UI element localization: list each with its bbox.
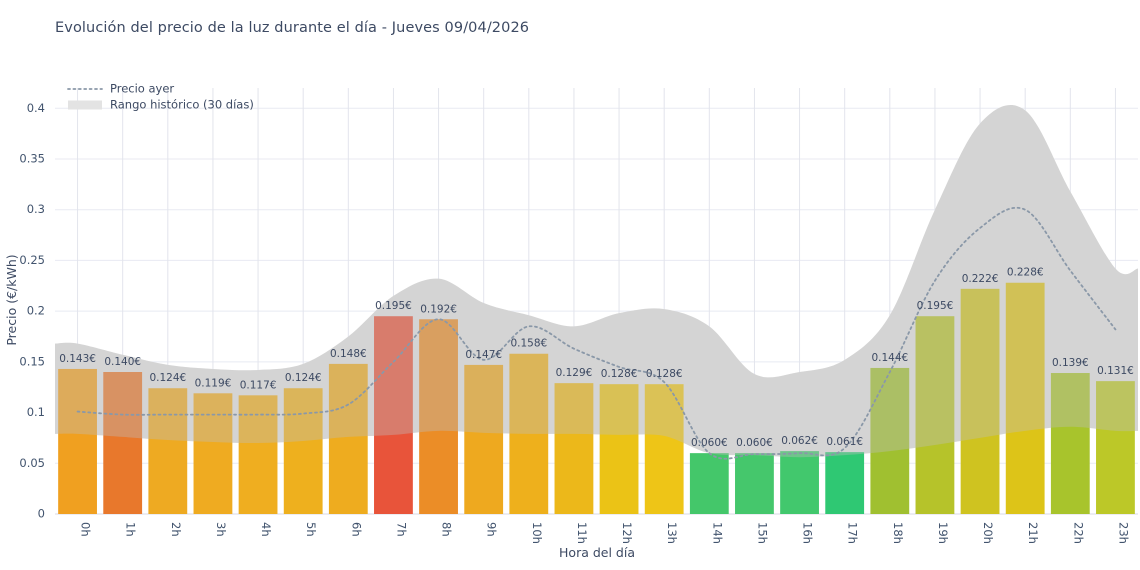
bar-value-label: 0.128€ — [646, 368, 683, 380]
bar[interactable] — [58, 368, 97, 514]
x-tick-label: 7h — [394, 522, 408, 537]
page-title: Evolución del precio de la luz durante e… — [55, 20, 530, 36]
x-tick-label: 2h — [169, 522, 183, 537]
x-tick-label: 3h — [214, 522, 228, 537]
x-axis-ticks: 0h 1h 2h 3h 4h 5h 6h 7h 8h 9h 10h 11h 12h 13h 14h 15h 16… — [79, 522, 1131, 544]
y-tick-label: 0.1 — [27, 405, 45, 419]
y-tick-label: 0.35 — [19, 152, 45, 166]
legend-marker-historical-band — [68, 100, 102, 110]
bar-value-label: 0.228€ — [1007, 267, 1044, 279]
yesterday-price-path — [76, 207, 1117, 460]
y-tick-label: 0.05 — [19, 456, 45, 470]
bar[interactable] — [554, 383, 594, 514]
bar[interactable] — [103, 372, 143, 514]
x-tick-label: 14h — [710, 522, 724, 544]
bar[interactable] — [1050, 373, 1090, 514]
y-axis-ticks: 0 0.05 0.1 0.15 0.2 0.25 0.3 0.35 0.4 — [19, 101, 45, 521]
bar-value-label: 0.062€ — [781, 435, 818, 447]
y-axis-title: Precio (€/kWh) — [4, 254, 19, 345]
x-tick-label: 19h — [936, 522, 950, 544]
bar-value-label: 0.144€ — [871, 352, 908, 364]
x-tick-label: 16h — [801, 522, 815, 544]
bar[interactable] — [599, 384, 639, 514]
price-bars — [58, 282, 1135, 514]
legend-item-label[interactable]: Precio ayer — [110, 82, 174, 96]
historical-range-band — [55, 105, 1138, 458]
historical-band-overlay — [55, 105, 1138, 458]
x-tick-label: 23h — [1116, 522, 1130, 544]
x-tick-label: 22h — [1071, 522, 1085, 544]
legend-item-label[interactable]: Rango histórico (30 días) — [110, 98, 254, 112]
y-tick-label: 0.3 — [27, 202, 45, 216]
bar[interactable] — [509, 353, 549, 514]
x-tick-label: 5h — [304, 522, 318, 537]
x-tick-label: 15h — [755, 522, 769, 544]
x-tick-label: 20h — [981, 522, 995, 544]
x-tick-label: 1h — [124, 522, 138, 537]
bar-value-label: 0.195€ — [917, 300, 954, 312]
bar-value-label: 0.192€ — [420, 303, 457, 315]
bar[interactable] — [825, 452, 865, 514]
x-tick-label: 4h — [259, 522, 273, 537]
bar[interactable] — [735, 453, 774, 514]
bar-value-label: 0.143€ — [59, 353, 96, 365]
bar-value-label: 0.140€ — [104, 356, 141, 368]
bar-value-label: 0.128€ — [601, 368, 638, 380]
x-tick-label: 13h — [665, 522, 679, 544]
y-tick-label: 0.25 — [19, 253, 45, 267]
bar-value-label: 0.129€ — [556, 367, 593, 379]
bar[interactable] — [644, 384, 684, 514]
bar-value-label: 0.131€ — [1097, 365, 1134, 377]
x-tick-label: 9h — [485, 522, 499, 537]
bar-value-label: 0.117€ — [240, 379, 277, 391]
bar-value-labels: 0.143€ 0.140€ 0.124€ 0.119€ 0.117€ 0.124€ 0.14… — [59, 267, 1134, 449]
x-tick-label: 0h — [79, 522, 93, 537]
price-bars-band-overlay — [55, 105, 1138, 458]
y-tick-label: 0.2 — [27, 304, 45, 318]
x-tick-label: 21h — [1026, 522, 1040, 544]
bar-value-label: 0.148€ — [330, 348, 367, 360]
x-tick-label: 18h — [891, 522, 905, 544]
bar[interactable] — [374, 316, 413, 514]
bar[interactable] — [870, 367, 910, 514]
bar[interactable] — [328, 363, 368, 514]
bar[interactable] — [148, 388, 188, 514]
bar-value-label: 0.139€ — [1052, 357, 1089, 369]
bar-value-label: 0.147€ — [465, 349, 502, 361]
x-tick-label: 6h — [349, 522, 363, 537]
x-axis-title: Hora del día — [559, 545, 635, 560]
bar-value-label: 0.158€ — [510, 338, 547, 350]
x-tick-label: 12h — [620, 522, 634, 544]
x-tick-label: 10h — [530, 522, 544, 544]
bar-value-label: 0.060€ — [736, 437, 773, 449]
x-tick-label: 8h — [440, 522, 454, 537]
bar-value-label: 0.222€ — [962, 273, 999, 285]
bar-value-label: 0.124€ — [149, 372, 186, 384]
x-tick-label: 17h — [846, 522, 860, 544]
y-tick-label: 0.4 — [27, 101, 45, 115]
x-tick-label: 11h — [575, 522, 589, 544]
bar[interactable] — [689, 453, 729, 514]
bar[interactable] — [780, 451, 819, 514]
bar-value-label: 0.195€ — [375, 300, 412, 312]
bar[interactable] — [960, 288, 1000, 514]
chart-legend: Precio ayer Rango histórico (30 días) — [67, 82, 254, 112]
bar-value-label: 0.061€ — [826, 436, 863, 448]
bar[interactable] — [419, 319, 458, 514]
historical-band-area — [55, 105, 1138, 458]
bar-value-label: 0.119€ — [195, 377, 232, 389]
bar[interactable] — [464, 364, 504, 514]
bar[interactable] — [1005, 282, 1045, 514]
yesterday-price-line — [76, 207, 1117, 460]
bar[interactable] — [1096, 381, 1135, 514]
bar[interactable] — [915, 316, 955, 514]
bar[interactable] — [193, 393, 233, 514]
y-tick-label: 0 — [38, 507, 45, 521]
bar-value-label: 0.124€ — [285, 372, 322, 384]
y-tick-label: 0.15 — [19, 354, 45, 368]
bar-value-label: 0.060€ — [691, 437, 728, 449]
bar[interactable] — [283, 388, 323, 514]
